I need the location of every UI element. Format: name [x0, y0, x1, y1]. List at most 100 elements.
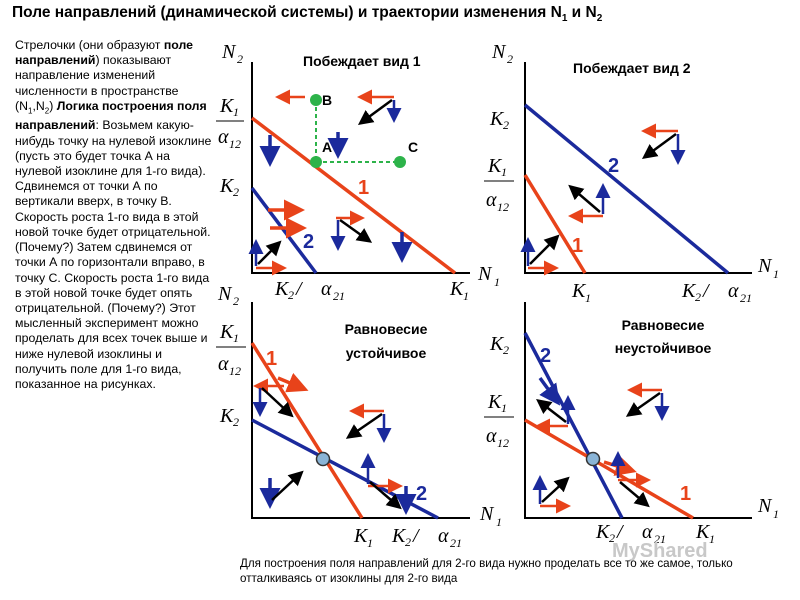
isocline-label-2: 2 — [540, 345, 551, 367]
svg-text:K: K — [489, 108, 505, 130]
svg-text:1: 1 — [463, 289, 469, 303]
svg-text:1: 1 — [496, 515, 502, 529]
svg-text:K: K — [219, 95, 235, 117]
svg-text:1: 1 — [367, 536, 373, 550]
svg-text:2: 2 — [233, 185, 239, 199]
svg-text:/: / — [702, 280, 711, 302]
svg-text:12: 12 — [497, 200, 509, 214]
footer-note: Для построения поля направлений для 2-го… — [240, 557, 733, 585]
isocline-species2 — [523, 103, 730, 275]
svg-text:2: 2 — [288, 288, 294, 302]
svg-text:N: N — [491, 41, 507, 63]
svg-text:α: α — [642, 521, 653, 543]
svg-text:/: / — [616, 521, 625, 543]
svg-text:K: K — [219, 175, 235, 197]
svg-text:12: 12 — [229, 137, 241, 151]
isocline-label-2: 2 — [608, 155, 619, 177]
label-c: С — [408, 139, 418, 155]
svg-text:2: 2 — [237, 52, 243, 66]
svg-text:N: N — [221, 41, 237, 63]
svg-text:K: K — [274, 278, 290, 300]
svg-text:K: K — [487, 155, 503, 177]
svg-text:N: N — [477, 263, 493, 285]
isocline-species1 — [250, 116, 457, 275]
panel-title: Побеждает вид 1 — [303, 53, 421, 69]
svg-text:K: K — [489, 333, 505, 355]
svg-text:21: 21 — [740, 291, 752, 305]
svg-text:21: 21 — [333, 289, 345, 303]
svg-text:2: 2 — [503, 118, 509, 132]
isocline-label-1: 1 — [266, 348, 277, 370]
svg-text:1: 1 — [709, 532, 715, 546]
page-title: Поле направлений (динамической системы) … — [12, 4, 603, 25]
isocline-species1 — [250, 342, 364, 519]
svg-text:/: / — [412, 525, 421, 547]
svg-text:K: K — [695, 521, 711, 543]
svg-text:2: 2 — [695, 290, 701, 304]
svg-text:1: 1 — [494, 275, 500, 289]
svg-text:α: α — [486, 189, 497, 211]
svg-text:2: 2 — [405, 535, 411, 549]
svg-text:12: 12 — [229, 364, 241, 378]
field-arrow — [345, 403, 392, 443]
field-arrow — [535, 395, 576, 434]
svg-text:α: α — [218, 353, 229, 375]
svg-text:1: 1 — [773, 267, 779, 281]
svg-text:1: 1 — [233, 105, 239, 119]
svg-text:1: 1 — [773, 507, 779, 521]
svg-text:K: K — [449, 278, 465, 300]
svg-text:α: α — [728, 280, 739, 302]
explanation-text: Стрелочки (они образуют поле направлений… — [15, 38, 212, 391]
point-a — [310, 156, 322, 168]
axes — [251, 302, 470, 519]
svg-text:N: N — [217, 283, 233, 305]
panel-title-line2: неустойчивое — [615, 340, 712, 356]
svg-text:K: K — [487, 391, 503, 413]
svg-text:1: 1 — [233, 331, 239, 345]
label-a: А — [322, 139, 332, 155]
field-arrow — [357, 89, 402, 125]
field-arrow — [360, 453, 403, 510]
field-arrow — [330, 210, 373, 251]
svg-text:K: K — [219, 321, 235, 343]
isocline-species2 — [523, 332, 624, 519]
svg-text:N: N — [757, 255, 773, 277]
equilibrium-point — [315, 451, 331, 467]
svg-text:K: K — [353, 525, 369, 547]
svg-text:2: 2 — [233, 415, 239, 429]
axes — [524, 62, 752, 274]
svg-text:K: K — [571, 280, 587, 302]
svg-text:2: 2 — [609, 531, 615, 545]
field-arrow — [520, 234, 560, 276]
isocline-species1 — [523, 174, 587, 274]
svg-text:N: N — [757, 495, 773, 517]
field-arrow — [641, 123, 686, 165]
svg-text:K: K — [595, 521, 611, 543]
svg-text:/: / — [295, 278, 304, 300]
svg-text:α: α — [438, 525, 449, 547]
isocline-label-2: 2 — [416, 483, 427, 505]
field-arrow — [532, 475, 571, 514]
isocline-label-2: 2 — [303, 231, 314, 253]
svg-text:K: K — [219, 405, 235, 427]
svg-text:α: α — [486, 425, 497, 447]
panel-title-line1: Равновесие — [622, 317, 705, 333]
svg-text:α: α — [321, 278, 332, 300]
field-arrow — [568, 183, 611, 224]
axes — [524, 302, 752, 519]
axes — [251, 62, 470, 274]
isocline-label-1: 1 — [680, 483, 691, 505]
svg-text:K: K — [391, 525, 407, 547]
svg-text:α: α — [218, 126, 229, 148]
label-b: В — [322, 92, 332, 108]
point-c — [394, 156, 406, 168]
svg-text:2: 2 — [503, 343, 509, 357]
svg-text:21: 21 — [654, 532, 666, 546]
svg-text:21: 21 — [450, 536, 462, 550]
isocline-species2 — [250, 186, 318, 275]
svg-text:N: N — [479, 503, 495, 525]
isocline-species2 — [251, 418, 439, 520]
